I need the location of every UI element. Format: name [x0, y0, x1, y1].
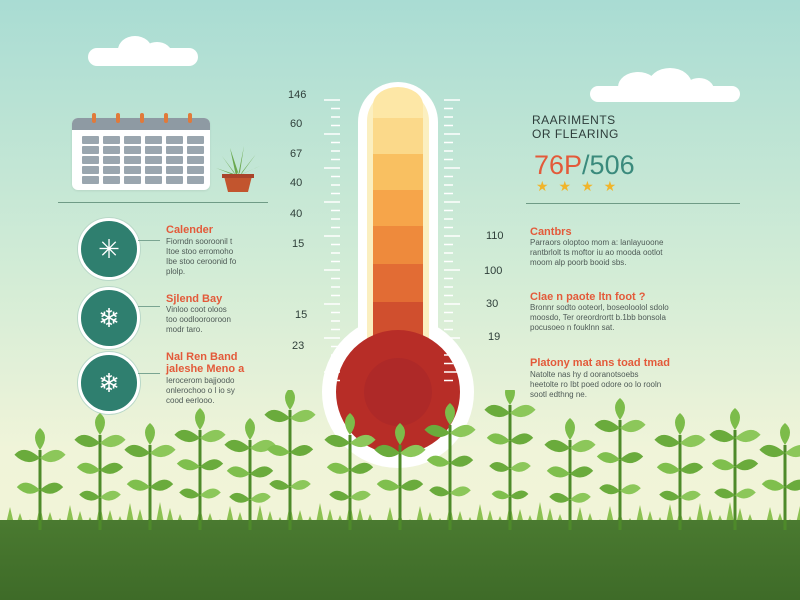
scale-label-left: 23 — [292, 340, 305, 352]
scale-label-right: 110 — [486, 230, 504, 242]
scale-label-left: 67 — [290, 148, 303, 160]
calendar-cell — [103, 176, 120, 184]
ground — [0, 520, 800, 600]
potted-plant-icon — [216, 146, 260, 192]
calendar-cell — [166, 146, 183, 154]
calendar-cell — [187, 136, 204, 144]
item-body: Vinloo coot oloos too oodloorooroon modr… — [166, 305, 231, 334]
connector-line — [138, 306, 160, 307]
seedling-plant — [264, 390, 316, 530]
calendar-cell — [124, 156, 141, 164]
snowflake-icon: ❄ — [78, 352, 140, 414]
calendar-cell — [187, 146, 204, 154]
item-title: Nal Ren Band jaleshe Meno a — [166, 351, 245, 375]
calendar-cell — [82, 136, 99, 144]
calendar-cell — [166, 176, 183, 184]
item-title: Clae n paote ltn foot ? — [530, 291, 646, 303]
calendar-cell — [145, 176, 162, 184]
seedling-plant — [424, 403, 476, 530]
calendar-cell — [82, 176, 99, 184]
seedling-plant — [374, 423, 426, 530]
seedling-plant — [324, 413, 376, 530]
connector-line — [138, 240, 160, 241]
calendar-cell — [145, 156, 162, 164]
scale-label-left: 60 — [290, 118, 303, 130]
star-rating: ★★★★ — [536, 178, 627, 194]
calendar-cell — [124, 176, 141, 184]
connector-line — [138, 373, 160, 374]
seedling-plant — [484, 390, 536, 530]
big-value: 76P/506 — [534, 150, 635, 180]
right-divider — [526, 203, 740, 204]
seedlings-row — [14, 390, 800, 530]
snowflake-icon: ✳ — [78, 218, 140, 280]
header-line-1: RAARIMENTS — [532, 113, 616, 127]
item-body: Parraors oloptoo mom a: lanlayuoone rant… — [530, 238, 664, 267]
calendar-cell — [187, 176, 204, 184]
scale-label-left: 40 — [290, 177, 303, 189]
calendar-cell — [145, 146, 162, 154]
calendar-cell — [187, 166, 204, 174]
left-divider — [58, 202, 268, 203]
item-title: Platony mat ans toad tmad — [530, 357, 670, 369]
seedling-plant — [74, 413, 126, 530]
calendar-cell — [166, 136, 183, 144]
item-body: Ierocerom bajjoodo onlerochoo o l io sy … — [166, 376, 235, 405]
scale-label-left: 15 — [295, 309, 308, 321]
calendar-cell — [82, 166, 99, 174]
calendar-cell — [82, 156, 99, 164]
calendar-cell — [145, 136, 162, 144]
item-title: Calender — [166, 224, 214, 236]
item-body: Fiorndn sooroonil t Itoe stoo erromoho I… — [166, 237, 237, 276]
seedling-plant — [594, 398, 646, 530]
calendar-cell — [103, 136, 120, 144]
item-body: Natolte nas hy d ooranotsoebs heetolte r… — [530, 370, 662, 399]
calendar-cell — [124, 166, 141, 174]
calendar-cell — [124, 136, 141, 144]
scale-label-left: 15 — [292, 238, 305, 250]
seedling-plant — [654, 413, 706, 530]
item-body: Bronnr sodto ooteorl, boseoloolol sdolo … — [530, 303, 669, 332]
calendar-cell — [103, 166, 120, 174]
seedling-plant — [124, 423, 176, 530]
seedling-plant — [174, 408, 226, 530]
calendar-cell — [103, 146, 120, 154]
scale-label-right: 30 — [486, 298, 499, 310]
calendar-cell — [166, 166, 183, 174]
item-title: Sjlend Bay — [166, 293, 223, 305]
scale-label-right: 19 — [488, 331, 501, 343]
calendar-cell — [82, 146, 99, 154]
calendar-cell — [124, 146, 141, 154]
scale-label-right: 100 — [484, 265, 503, 277]
header-line-2: OR FLEARING — [532, 127, 619, 141]
calendar-cell — [103, 156, 120, 164]
calendar-cell — [166, 156, 183, 164]
calendar-cell — [187, 156, 204, 164]
seedling-plant — [759, 423, 800, 530]
scale-label-left: 146 — [288, 89, 307, 101]
seedling-plant — [224, 418, 276, 530]
calendar-icon — [72, 113, 210, 190]
item-title: Cantbrs — [530, 226, 572, 238]
seedling-plant — [14, 428, 66, 530]
snowflake-icon: ❄ — [78, 287, 140, 349]
calendar-cell — [145, 166, 162, 174]
seedling-plant — [709, 408, 761, 530]
seedling-plant — [544, 418, 596, 530]
scale-label-left: 40 — [290, 208, 303, 220]
